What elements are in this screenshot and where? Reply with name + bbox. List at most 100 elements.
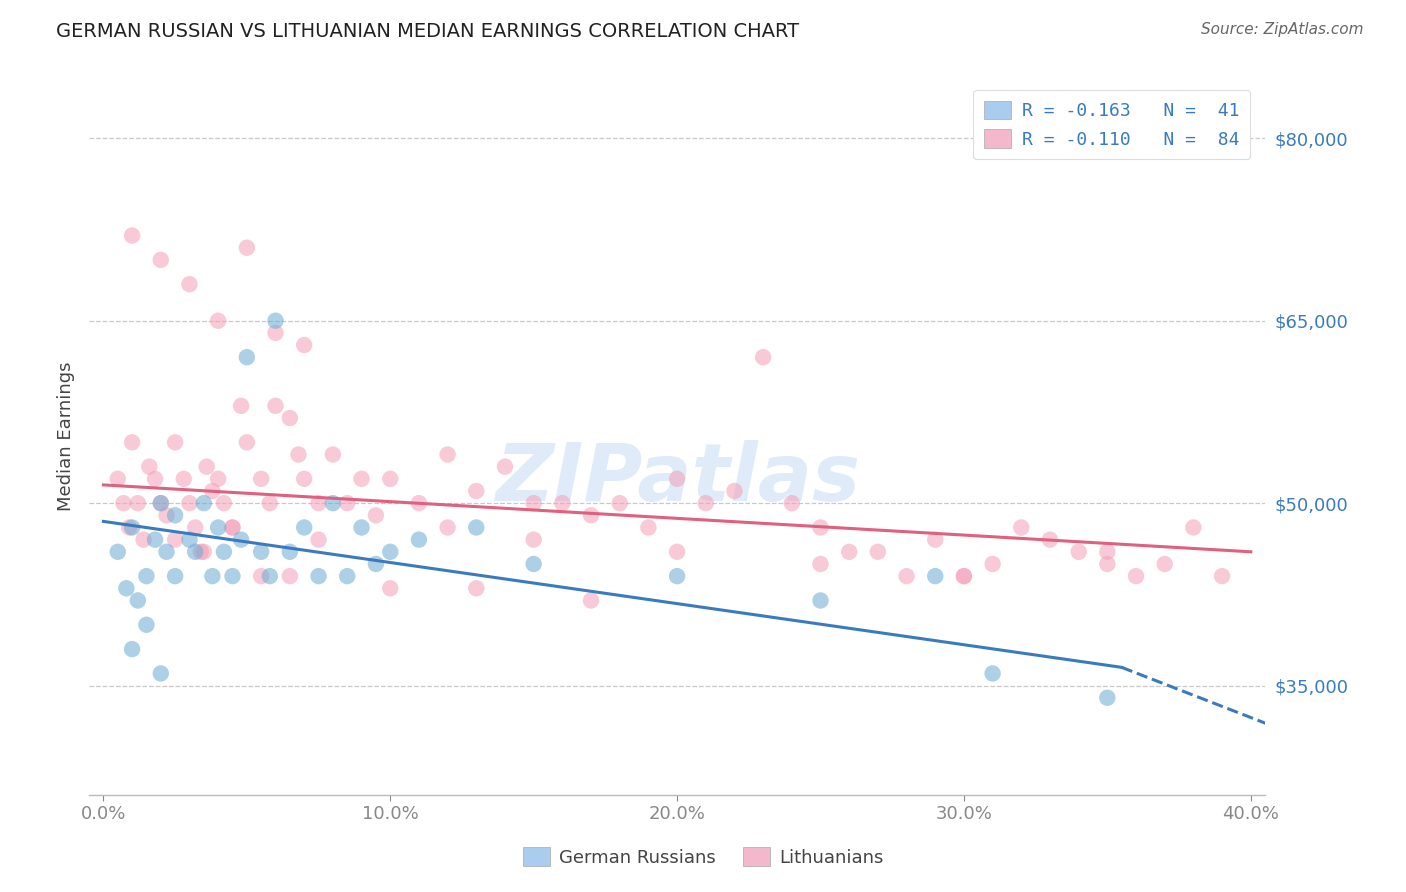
Point: [236, 350, 259, 364]
Point: [924, 569, 946, 583]
Point: [308, 533, 330, 547]
Point: [666, 472, 689, 486]
Point: [810, 593, 832, 607]
Point: [981, 666, 1004, 681]
Point: [292, 338, 315, 352]
Point: [149, 252, 172, 267]
Point: [436, 448, 458, 462]
Point: [278, 411, 301, 425]
Point: [207, 520, 229, 534]
Point: [364, 508, 387, 523]
Legend: German Russians, Lithuanians: German Russians, Lithuanians: [516, 840, 890, 874]
Point: [380, 472, 402, 486]
Point: [350, 520, 373, 534]
Point: [752, 350, 775, 364]
Point: [953, 569, 976, 583]
Text: Source: ZipAtlas.com: Source: ZipAtlas.com: [1201, 22, 1364, 37]
Point: [165, 569, 187, 583]
Point: [212, 496, 235, 510]
Point: [132, 533, 155, 547]
Point: [523, 533, 546, 547]
Point: [810, 520, 832, 534]
Point: [165, 533, 187, 547]
Point: [838, 545, 860, 559]
Point: [322, 496, 344, 510]
Point: [308, 569, 330, 583]
Point: [184, 545, 207, 559]
Point: [236, 435, 259, 450]
Point: [1211, 569, 1233, 583]
Point: [981, 557, 1004, 571]
Point: [165, 508, 187, 523]
Point: [953, 569, 976, 583]
Point: [336, 496, 359, 510]
Point: [866, 545, 889, 559]
Point: [523, 496, 546, 510]
Point: [264, 326, 287, 340]
Point: [723, 483, 745, 498]
Point: [121, 435, 143, 450]
Point: [408, 533, 430, 547]
Point: [264, 399, 287, 413]
Point: [229, 399, 252, 413]
Point: [193, 545, 215, 559]
Point: [195, 459, 218, 474]
Point: [121, 228, 143, 243]
Point: [336, 569, 359, 583]
Point: [380, 545, 402, 559]
Point: [259, 496, 281, 510]
Point: [155, 508, 177, 523]
Point: [292, 472, 315, 486]
Point: [924, 533, 946, 547]
Point: [118, 520, 141, 534]
Point: [1153, 557, 1175, 571]
Point: [465, 483, 488, 498]
Point: [107, 472, 129, 486]
Point: [579, 508, 602, 523]
Point: [1182, 520, 1205, 534]
Legend: R = -0.163   N =  41, R = -0.110   N =  84: R = -0.163 N = 41, R = -0.110 N = 84: [973, 90, 1250, 160]
Point: [127, 593, 149, 607]
Point: [250, 569, 273, 583]
Point: [250, 545, 273, 559]
Point: [666, 545, 689, 559]
Point: [207, 472, 229, 486]
Point: [1097, 557, 1119, 571]
Point: [179, 496, 201, 510]
Point: [380, 582, 402, 596]
Point: [780, 496, 803, 510]
Point: [121, 642, 143, 657]
Point: [135, 569, 157, 583]
Point: [278, 545, 301, 559]
Point: [107, 545, 129, 559]
Point: [308, 496, 330, 510]
Point: [229, 533, 252, 547]
Point: [221, 520, 243, 534]
Point: [436, 520, 458, 534]
Point: [494, 459, 516, 474]
Point: [666, 569, 689, 583]
Point: [121, 520, 143, 534]
Point: [364, 557, 387, 571]
Point: [173, 472, 195, 486]
Point: [221, 569, 243, 583]
Point: [138, 459, 160, 474]
Point: [259, 569, 281, 583]
Y-axis label: Median Earnings: Median Earnings: [58, 361, 75, 511]
Point: [1097, 690, 1119, 705]
Point: [212, 545, 235, 559]
Point: [292, 520, 315, 534]
Text: GERMAN RUSSIAN VS LITHUANIAN MEDIAN EARNINGS CORRELATION CHART: GERMAN RUSSIAN VS LITHUANIAN MEDIAN EARN…: [56, 22, 800, 41]
Point: [236, 241, 259, 255]
Point: [115, 582, 138, 596]
Point: [179, 533, 201, 547]
Point: [179, 277, 201, 292]
Point: [190, 545, 212, 559]
Point: [896, 569, 918, 583]
Point: [1067, 545, 1090, 559]
Point: [1039, 533, 1062, 547]
Point: [201, 483, 224, 498]
Point: [165, 435, 187, 450]
Point: [221, 520, 243, 534]
Point: [1010, 520, 1032, 534]
